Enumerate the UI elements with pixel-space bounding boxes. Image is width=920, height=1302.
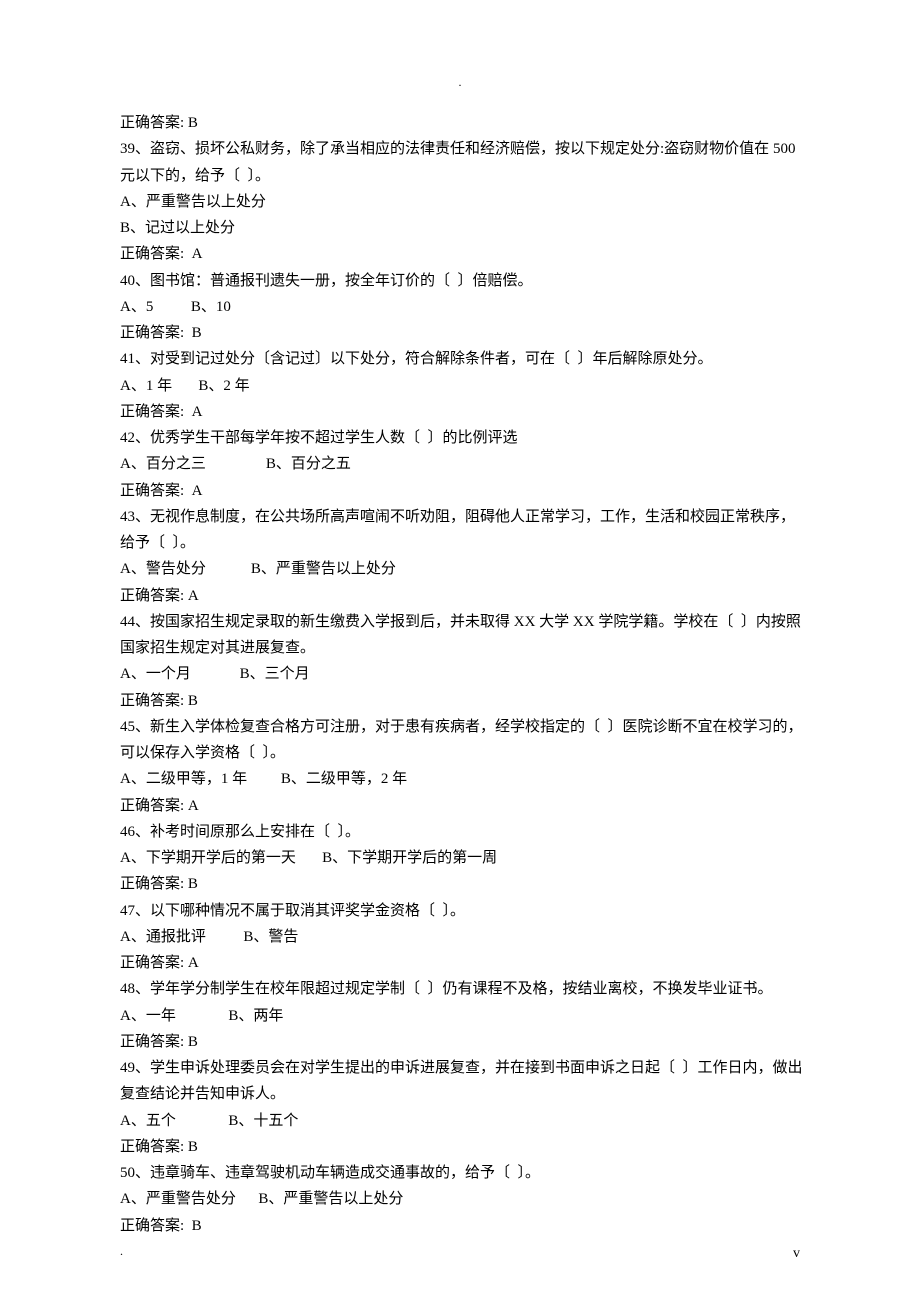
answer-line: 正确答案: A (120, 478, 805, 504)
answer-line: 正确答案: A (120, 793, 805, 819)
answer-line: 正确答案: B (120, 1213, 805, 1239)
question-number: 47 (120, 903, 135, 919)
question-stem: 41、对受到记过处分〔含记过〕以下处分，符合解除条件者，可在〔 〕年后解除原处分… (120, 346, 805, 372)
question-number: 42 (120, 430, 135, 446)
stem-text: 优秀学生干部每学年按不超过学生人数〔 〕的比例评选 (150, 430, 518, 446)
option-line: A、下学期开学后的第一天 B、下学期开学后的第一周 (120, 845, 805, 871)
question-number: 46 (120, 824, 135, 840)
question-stem: 39、盗窃、损坏公私财务，除了承当相应的法律责任和经济赔偿，按以下规定处分:盗窃… (120, 136, 805, 189)
question-number: 49 (120, 1060, 135, 1076)
answer-line: 正确答案: A (120, 583, 805, 609)
question-stem: 49、学生申诉处理委员会在对学生提出的申诉进展复查，并在接到书面申诉之日起〔 〕… (120, 1055, 805, 1108)
stem-text: 盗窃、损坏公私财务，除了承当相应的法律责任和经济赔偿，按以下规定处分:盗窃财物价… (120, 141, 799, 183)
question-number: 43 (120, 509, 135, 525)
option-line: A、一个月 B、三个月 (120, 661, 805, 687)
footer-right-mark: v (793, 1242, 800, 1267)
option-line: A、警告处分 B、严重警告以上处分 (120, 556, 805, 582)
option-line: A、百分之三 B、百分之五 (120, 451, 805, 477)
stem-text: 学年学分制学生在校年限超过规定学制〔 〕仍有课程不及格，按结业离校，不换发毕业证… (150, 981, 773, 997)
question-number: 41 (120, 351, 135, 367)
question-stem: 47、以下哪种情况不属于取消其评奖学金资格〔 〕。 (120, 898, 805, 924)
stem-text: 无视作息制度，在公共场所高声喧闹不听劝阻，阻碍他人正常学习，工作，生活和校园正常… (120, 509, 795, 551)
stem-text: 补考时间原那么上安排在〔 〕。 (150, 824, 360, 840)
option-line: A、严重警告处分 B、严重警告以上处分 (120, 1186, 805, 1212)
answer-line: 正确答案: B (120, 1134, 805, 1160)
stem-text: 图书馆：普通报刊遗失一册，按全年订价的〔 〕倍赔偿。 (150, 273, 533, 289)
answer-line: 正确答案: A (120, 399, 805, 425)
stem-text: 新生入学体检复查合格方可注册，对于患有疾病者，经学校指定的〔 〕医院诊断不宜在校… (120, 719, 803, 761)
question-stem: 46、补考时间原那么上安排在〔 〕。 (120, 819, 805, 845)
header-dot: . (459, 72, 462, 93)
question-stem: 45、新生入学体检复查合格方可注册，对于患有疾病者，经学校指定的〔 〕医院诊断不… (120, 714, 805, 767)
option-line: A、通报批评 B、警告 (120, 924, 805, 950)
answer-line: 正确答案: A (120, 950, 805, 976)
option-line: B、记过以上处分 (120, 215, 805, 241)
question-number: 50 (120, 1165, 135, 1181)
question-number: 40 (120, 273, 135, 289)
question-stem: 40、图书馆：普通报刊遗失一册，按全年订价的〔 〕倍赔偿。 (120, 268, 805, 294)
question-number: 39 (120, 141, 135, 157)
stem-text: 对受到记过处分〔含记过〕以下处分，符合解除条件者，可在〔 〕年后解除原处分。 (150, 351, 713, 367)
question-stem: 48、学年学分制学生在校年限超过规定学制〔 〕仍有课程不及格，按结业离校，不换发… (120, 976, 805, 1002)
answer-line: 正确答案: B (120, 1029, 805, 1055)
option-line: A、严重警告以上处分 (120, 189, 805, 215)
stem-text: 以下哪种情况不属于取消其评奖学金资格〔 〕。 (150, 903, 465, 919)
question-number: 45 (120, 719, 135, 735)
option-line: A、二级甲等，1 年 B、二级甲等，2 年 (120, 766, 805, 792)
option-line: A、五个 B、十五个 (120, 1108, 805, 1134)
answer-line: 正确答案: B (120, 688, 805, 714)
answer-line: 正确答案: B (120, 320, 805, 346)
question-stem: 44、按国家招生规定录取的新生缴费入学报到后，并未取得 XX 大学 XX 学院学… (120, 609, 805, 662)
option-line: A、1 年 B、2 年 (120, 373, 805, 399)
answer-line: 正确答案: B (120, 110, 805, 136)
question-stem: 50、违章骑车、违章驾驶机动车辆造成交通事故的，给予〔 〕。 (120, 1160, 805, 1186)
stem-text: 按国家招生规定录取的新生缴费入学报到后，并未取得 XX 大学 XX 学院学籍。学… (120, 614, 801, 656)
question-number: 48 (120, 981, 135, 997)
stem-text: 学生申诉处理委员会在对学生提出的申诉进展复查，并在接到书面申诉之日起〔 〕工作日… (120, 1060, 803, 1102)
stem-text: 违章骑车、违章驾驶机动车辆造成交通事故的，给予〔 〕。 (150, 1165, 540, 1181)
option-line: A、5 B、10 (120, 294, 805, 320)
answer-line: 正确答案: B (120, 871, 805, 897)
question-stem: 42、优秀学生干部每学年按不超过学生人数〔 〕的比例评选 (120, 425, 805, 451)
document-body: 正确答案: B 39、盗窃、损坏公私财务，除了承当相应的法律责任和经济赔偿，按以… (120, 72, 805, 1239)
answer-line: 正确答案: A (120, 241, 805, 267)
question-stem: 43、无视作息制度，在公共场所高声喧闹不听劝阻，阻碍他人正常学习，工作，生活和校… (120, 504, 805, 557)
option-line: A、一年 B、两年 (120, 1003, 805, 1029)
question-number: 44 (120, 614, 135, 630)
footer-left-dot: . (120, 1241, 123, 1262)
